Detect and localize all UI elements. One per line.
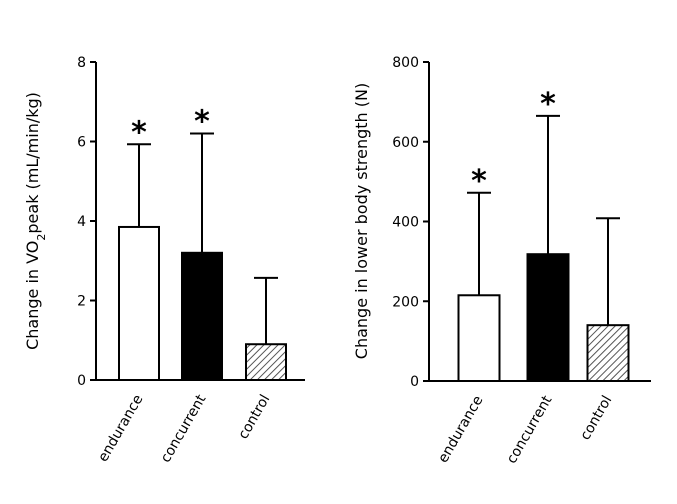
right-y-axis-label: Change in lower body strength (N) xyxy=(352,83,371,359)
right-y-tick-label: 0 xyxy=(410,374,419,390)
left-y-axis-label: Change in VO2peak (mL/min/kg) xyxy=(23,92,48,350)
left-category-label-control: control xyxy=(235,392,273,442)
left-y-tick-label: 6 xyxy=(77,135,86,151)
left-y-tick-label: 8 xyxy=(77,55,86,71)
left-y-tick-label: 0 xyxy=(77,373,86,389)
right-category-label-concurrent: concurrent xyxy=(504,393,556,467)
right-bar-endurance xyxy=(457,294,501,382)
right-significance-concurrent: * xyxy=(540,87,556,122)
left-y-tick-label: 2 xyxy=(77,294,86,310)
left-category-label-endurance: endurance xyxy=(95,392,146,465)
left-bar-concurrent xyxy=(181,251,223,381)
left-chart: 0 2 4 6 8 * endurance * concurrent control xyxy=(77,55,305,466)
right-category-label-control: control xyxy=(577,393,615,443)
left-bar-control xyxy=(245,343,287,382)
right-y-tick-label: 200 xyxy=(392,294,419,310)
left-y-tick-label: 4 xyxy=(77,214,86,230)
right-y-tick-label: 400 xyxy=(392,215,419,231)
right-y-tick-label: 800 xyxy=(392,55,419,71)
right-y-tick-label: 600 xyxy=(392,135,419,151)
left-bar-endurance xyxy=(118,225,160,381)
right-bar-control xyxy=(586,324,630,382)
left-significance-concurrent: * xyxy=(194,105,210,140)
right-bar-concurrent xyxy=(526,253,570,382)
right-category-label-endurance: endurance xyxy=(435,393,486,466)
right-significance-endurance: * xyxy=(471,164,487,199)
left-category-label-concurrent: concurrent xyxy=(158,392,210,466)
left-significance-endurance: * xyxy=(131,115,147,150)
right-chart: 0 200 400 600 800 * endurance * concurrent contro… xyxy=(392,55,651,467)
